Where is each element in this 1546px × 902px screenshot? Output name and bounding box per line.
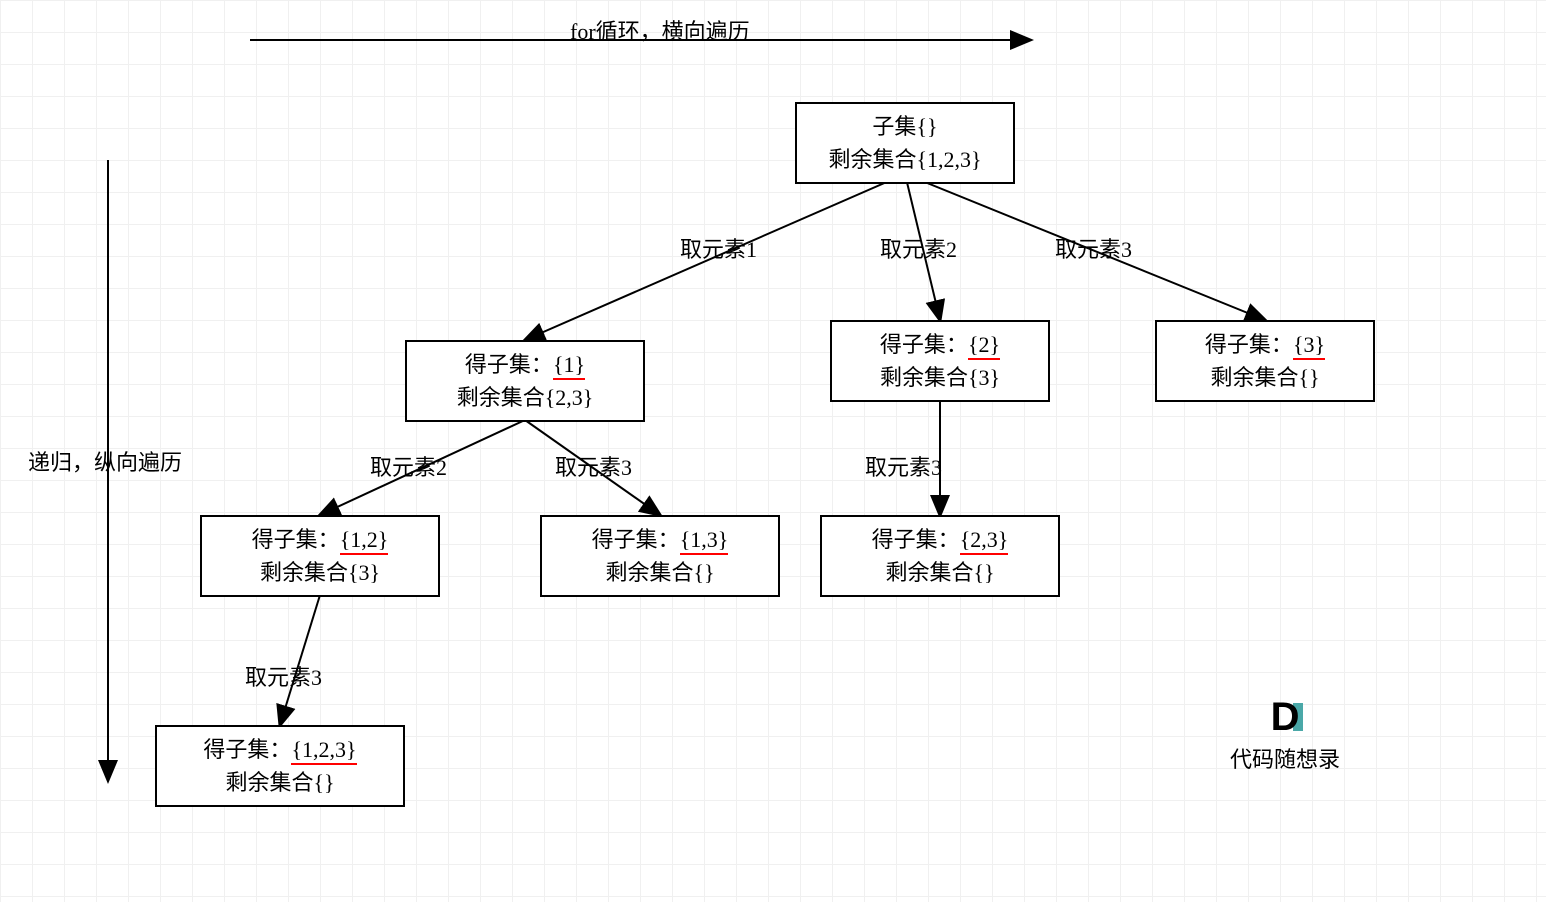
edge-label: 取元素3 (555, 450, 632, 482)
edge-label: 取元素3 (865, 450, 942, 482)
node-subset-line: 子集{} (807, 110, 1003, 143)
watermark-text: 代码随想录 (1230, 742, 1340, 774)
node-subset-value: {} (916, 114, 937, 139)
node-subset-line: 得子集：{2} (842, 328, 1038, 361)
tree-node-n2: 得子集：{2}剩余集合{3} (830, 320, 1050, 402)
node-subset-line: 得子集：{2,3} (832, 523, 1048, 556)
edge-label: 取元素1 (680, 232, 757, 264)
node-remain-line: 剩余集合{3} (842, 361, 1038, 394)
edge-label: 取元素2 (370, 450, 447, 482)
watermark-logo: D (1271, 695, 1300, 740)
node-subset-prefix: 子集 (872, 114, 916, 139)
node-subset-line: 得子集：{1,2,3} (167, 733, 393, 766)
node-subset-value: {1,2} (340, 527, 389, 555)
tree-node-n23: 得子集：{2,3}剩余集合{} (820, 515, 1060, 597)
left-axis-label: 递归，纵向遍历 (28, 445, 182, 477)
tree-node-n3: 得子集：{3}剩余集合{} (1155, 320, 1375, 402)
node-subset-prefix: 得子集： (465, 352, 553, 377)
node-remain-line: 剩余集合{} (167, 766, 393, 799)
tree-node-n12: 得子集：{1,2}剩余集合{3} (200, 515, 440, 597)
node-subset-value: {1,3} (680, 527, 729, 555)
node-subset-value: {2,3} (960, 527, 1009, 555)
node-subset-prefix: 得子集： (252, 527, 340, 552)
node-subset-line: 得子集：{1} (417, 348, 633, 381)
node-subset-line: 得子集：{3} (1167, 328, 1363, 361)
edge-label: 取元素3 (1055, 232, 1132, 264)
node-remain-line: 剩余集合{3} (212, 556, 428, 589)
tree-node-n123: 得子集：{1,2,3}剩余集合{} (155, 725, 405, 807)
node-subset-value: {1,2,3} (291, 737, 356, 765)
node-subset-prefix: 得子集： (880, 332, 968, 357)
node-subset-value: {2} (968, 332, 1000, 360)
node-remain-line: 剩余集合{1,2,3} (807, 143, 1003, 176)
node-subset-prefix: 得子集： (203, 737, 291, 762)
node-subset-line: 得子集：{1,2} (212, 523, 428, 556)
node-subset-line: 得子集：{1,3} (552, 523, 768, 556)
node-subset-value: {1} (553, 352, 585, 380)
node-subset-prefix: 得子集： (592, 527, 680, 552)
top-axis-label: for循环，横向遍历 (570, 14, 750, 46)
edge-label: 取元素3 (245, 660, 322, 692)
node-remain-line: 剩余集合{} (832, 556, 1048, 589)
edge-label: 取元素2 (880, 232, 957, 264)
node-remain-line: 剩余集合{2,3} (417, 381, 633, 414)
node-subset-prefix: 得子集： (1205, 332, 1293, 357)
tree-node-root: 子集{}剩余集合{1,2,3} (795, 102, 1015, 184)
node-subset-prefix: 得子集： (872, 527, 960, 552)
tree-node-n1: 得子集：{1}剩余集合{2,3} (405, 340, 645, 422)
watermark: D 代码随想录 (1230, 695, 1340, 774)
tree-node-n13: 得子集：{1,3}剩余集合{} (540, 515, 780, 597)
node-remain-line: 剩余集合{} (1167, 361, 1363, 394)
node-remain-line: 剩余集合{} (552, 556, 768, 589)
node-subset-value: {3} (1293, 332, 1325, 360)
